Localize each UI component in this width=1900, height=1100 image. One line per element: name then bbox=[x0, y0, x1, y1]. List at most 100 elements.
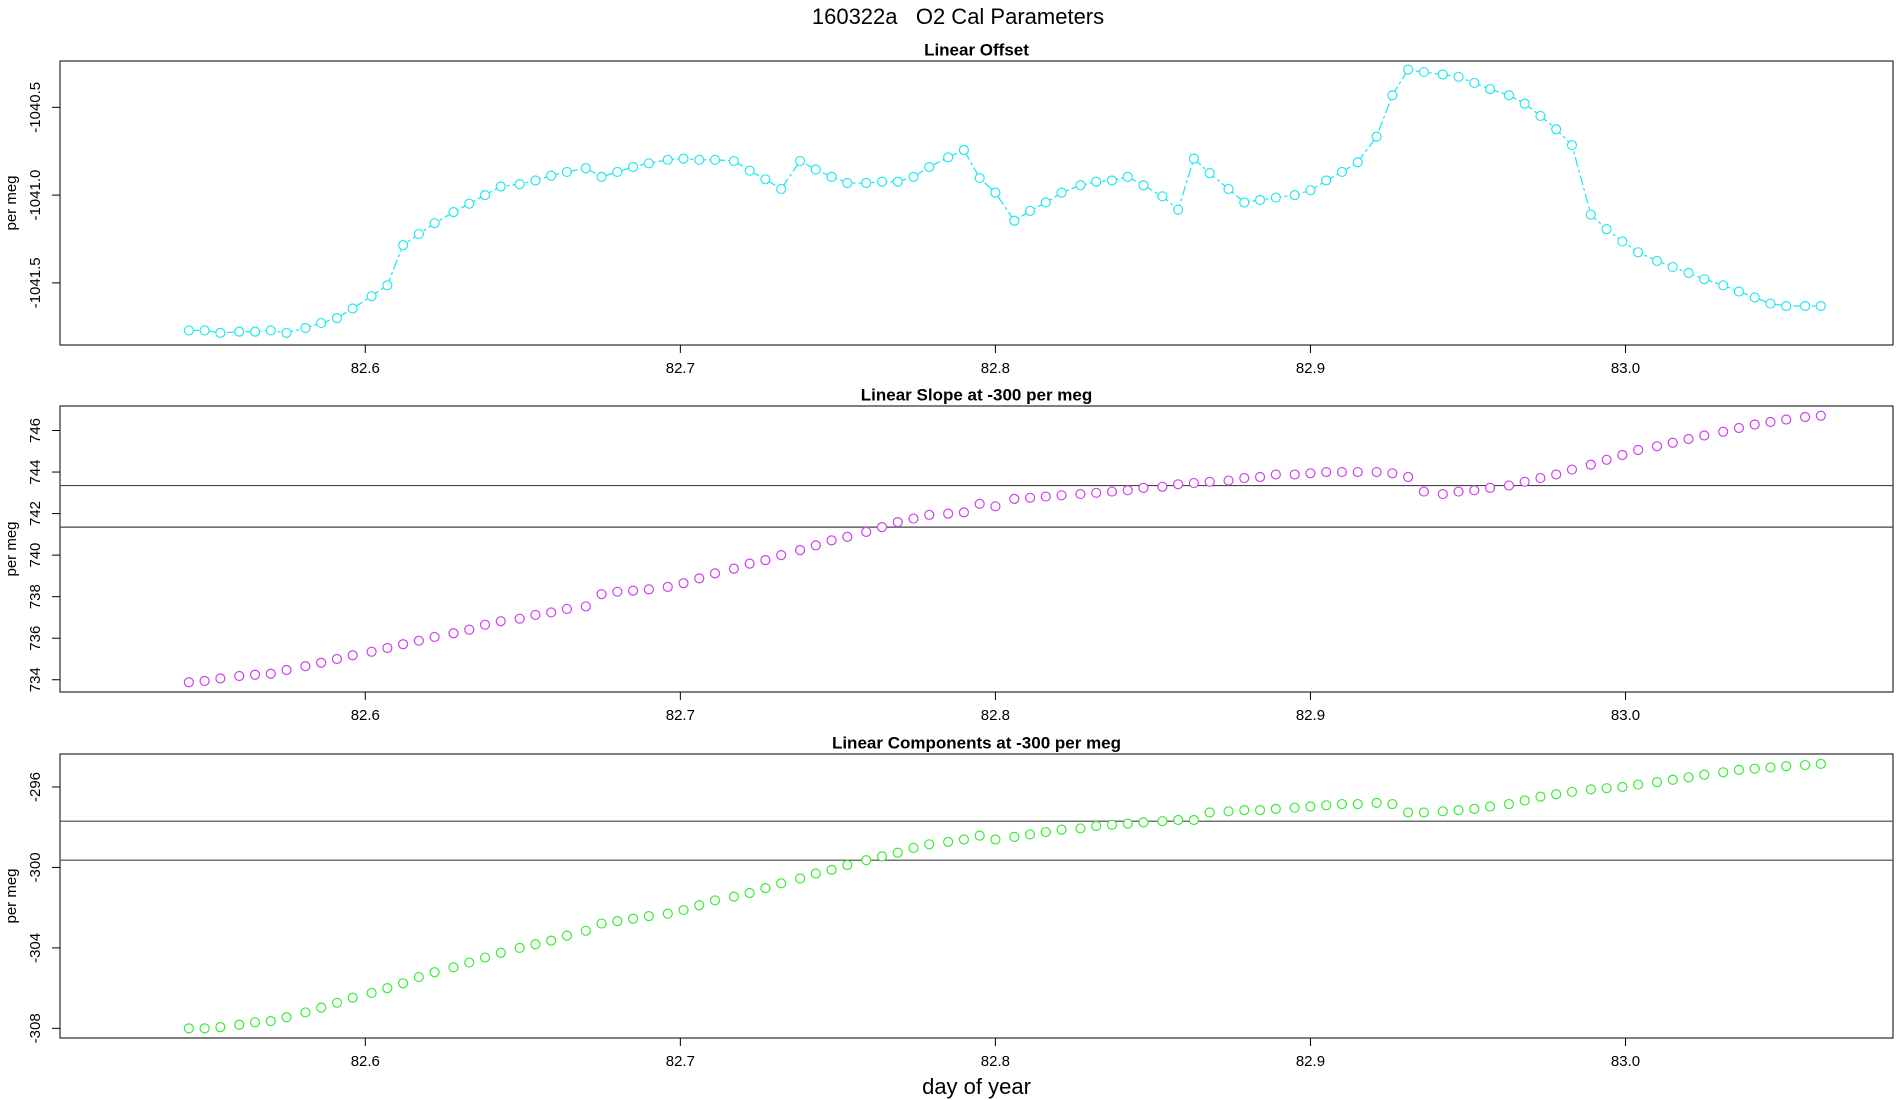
data-point bbox=[1091, 487, 1102, 498]
data-point bbox=[794, 545, 806, 556]
data-point bbox=[1387, 468, 1398, 479]
data-point bbox=[1437, 806, 1448, 817]
data-point bbox=[709, 154, 721, 165]
data-point bbox=[495, 181, 506, 192]
data-point bbox=[514, 179, 525, 190]
data-point bbox=[546, 935, 557, 946]
data-point bbox=[776, 550, 787, 561]
data-point bbox=[1122, 171, 1133, 182]
data-point bbox=[1305, 185, 1316, 196]
data-point bbox=[908, 513, 919, 524]
data-point bbox=[958, 507, 969, 518]
x-tick-label: 82.8 bbox=[981, 1053, 1010, 1070]
data-point bbox=[382, 280, 393, 291]
data-point bbox=[1585, 209, 1596, 220]
data-point bbox=[1056, 187, 1067, 198]
data-point bbox=[1683, 433, 1694, 445]
data-point bbox=[943, 508, 954, 519]
data-point bbox=[728, 155, 740, 167]
data-point bbox=[1321, 466, 1332, 478]
data-point bbox=[1469, 77, 1480, 89]
y-tick-label: -304 bbox=[27, 933, 44, 963]
data-point bbox=[382, 642, 393, 654]
data-point bbox=[662, 908, 673, 919]
data-point bbox=[429, 967, 440, 978]
data-point bbox=[1289, 469, 1300, 480]
data-point bbox=[1633, 444, 1644, 456]
data-point bbox=[1239, 805, 1250, 816]
data-point bbox=[1799, 759, 1811, 771]
data-point bbox=[1469, 485, 1480, 496]
data-point bbox=[479, 952, 491, 963]
x-tick-label: 82.8 bbox=[981, 707, 1010, 724]
data-point bbox=[760, 174, 771, 185]
data-point bbox=[760, 883, 771, 894]
data-point bbox=[1254, 471, 1266, 483]
data-point bbox=[1799, 411, 1811, 423]
data-point bbox=[1289, 802, 1300, 813]
data-point bbox=[810, 868, 821, 879]
data-point bbox=[1371, 797, 1382, 808]
y-tick-label: 738 bbox=[27, 584, 44, 609]
data-point bbox=[810, 540, 821, 551]
y-axis-label: per meg bbox=[3, 868, 20, 923]
data-point bbox=[1535, 110, 1546, 122]
data-point bbox=[1617, 236, 1628, 247]
data-point bbox=[1633, 779, 1644, 790]
data-point bbox=[643, 911, 654, 922]
data-point bbox=[479, 619, 491, 630]
data-point bbox=[1122, 818, 1133, 829]
page-title: 160322a O2 Cal Parameters bbox=[812, 4, 1104, 29]
data-point bbox=[1173, 204, 1184, 215]
y-tick-label: 734 bbox=[27, 667, 44, 692]
data-point bbox=[1091, 820, 1102, 832]
data-point bbox=[1321, 175, 1332, 186]
data-point bbox=[1254, 194, 1266, 206]
data-point bbox=[1091, 176, 1102, 187]
x-tick-label: 82.7 bbox=[666, 1053, 695, 1070]
data-point bbox=[1651, 777, 1663, 788]
data-point bbox=[1437, 69, 1448, 80]
data-point bbox=[281, 664, 292, 676]
data-point bbox=[1204, 168, 1215, 179]
data-point bbox=[709, 568, 721, 579]
data-point bbox=[1617, 449, 1628, 461]
data-point bbox=[974, 172, 985, 184]
data-point bbox=[1024, 492, 1036, 503]
data-point bbox=[861, 526, 872, 537]
data-point bbox=[530, 609, 541, 621]
data-point bbox=[990, 187, 1001, 198]
data-point bbox=[1551, 789, 1562, 800]
data-point bbox=[744, 165, 755, 176]
data-point bbox=[842, 531, 853, 542]
data-point bbox=[842, 177, 853, 189]
data-point bbox=[810, 164, 821, 175]
data-point bbox=[643, 584, 654, 595]
data-point bbox=[1204, 476, 1215, 487]
data-point bbox=[281, 327, 292, 338]
data-point bbox=[1371, 466, 1382, 478]
data-point bbox=[397, 240, 409, 251]
data-point bbox=[199, 675, 210, 687]
data-point bbox=[612, 916, 623, 927]
panel-title: Linear Components at -300 per meg bbox=[832, 733, 1121, 752]
data-point bbox=[1484, 83, 1496, 95]
data-point bbox=[1749, 419, 1760, 430]
data-point bbox=[546, 607, 557, 618]
data-point bbox=[1484, 801, 1496, 812]
data-point bbox=[1535, 791, 1546, 802]
data-point bbox=[1138, 482, 1149, 493]
data-point bbox=[1699, 769, 1710, 780]
data-point bbox=[580, 601, 591, 612]
data-point bbox=[199, 1023, 210, 1034]
data-point bbox=[1781, 300, 1792, 312]
data-point bbox=[627, 913, 639, 924]
data-point bbox=[744, 558, 755, 569]
data-point bbox=[1453, 71, 1464, 82]
x-tick-label: 82.7 bbox=[666, 707, 695, 724]
data-point bbox=[1551, 124, 1562, 135]
data-point bbox=[1024, 205, 1036, 216]
data-point bbox=[1352, 466, 1363, 478]
data-point bbox=[215, 1022, 226, 1033]
data-point bbox=[331, 313, 343, 324]
